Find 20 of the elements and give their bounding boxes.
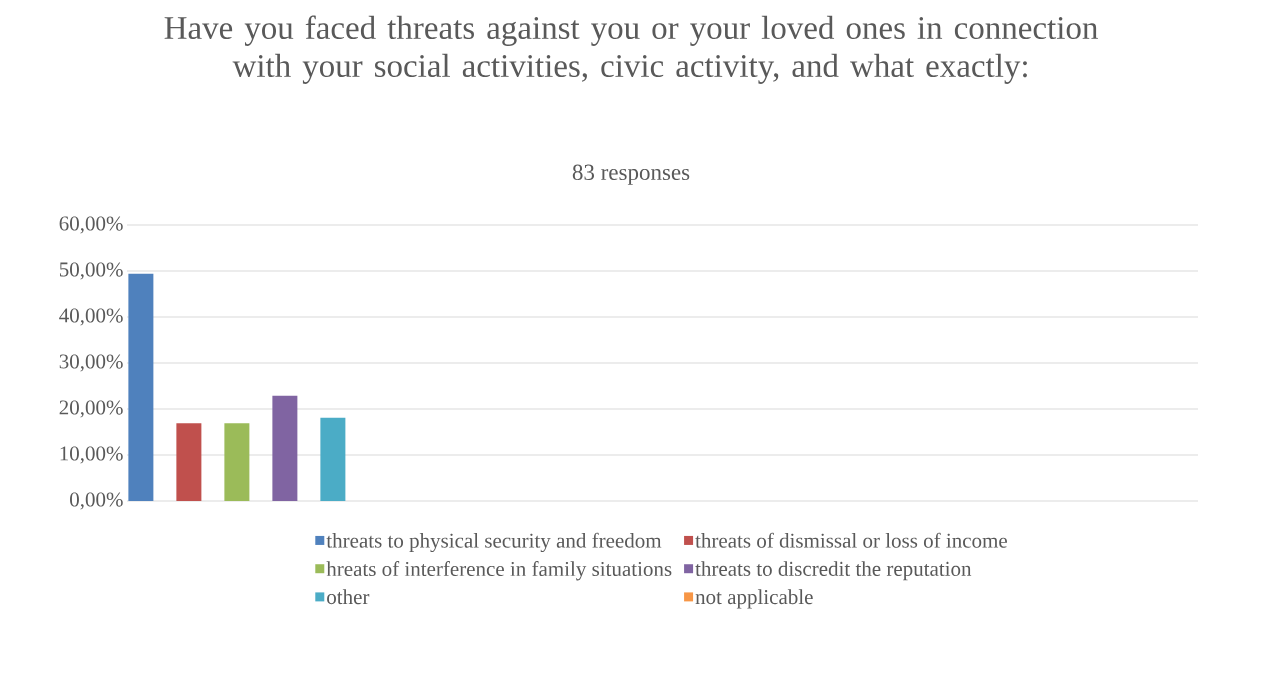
legend-label: threats of dismissal or loss of income [695,532,1007,548]
y-tick-label: 30,00% [59,354,123,372]
bar [272,395,298,501]
y-tick-label: 0,00% [70,492,123,510]
chart-subtitle: 83 responses [572,164,690,185]
legend-label: threats to physical security and freedom [326,532,662,553]
bar [128,273,154,501]
bar [224,423,250,501]
y-tick-label: 40,00% [59,308,123,326]
y-tick-label: 60,00% [59,216,123,234]
legend-label: threats to discredit the reputation [695,561,972,581]
legend-label: other [327,589,370,605]
y-tick-label: 10,00% [60,446,123,464]
bar [176,423,202,501]
y-tick-label: 20,00% [59,400,123,418]
y-tick-label: 50,00% [59,262,123,280]
legend-label: not applicable [695,589,813,609]
legend-label: hreats of interference in family situations [326,561,672,581]
chart-title: Have you faced threats against you or your loved ones in connection with your social activities, civic activity, and what exactly: [164,15,1098,84]
bar [320,417,346,501]
